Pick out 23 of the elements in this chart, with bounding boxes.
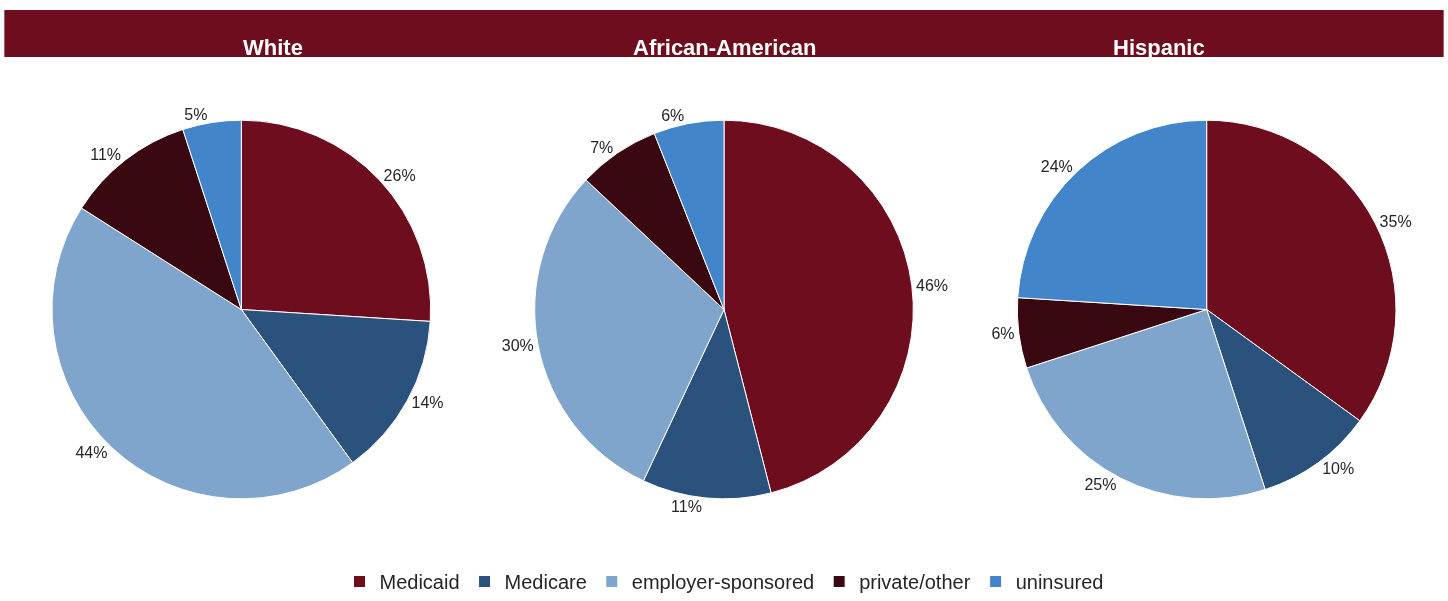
data-label: 5% (184, 105, 208, 123)
legend-label: Medicare (504, 571, 587, 594)
legend-label: employer-sponsored (631, 571, 815, 594)
data-label: 6% (661, 106, 685, 124)
chart-title: African-American (633, 35, 817, 60)
chart-title: White (243, 35, 303, 60)
data-label: 11% (90, 146, 122, 164)
data-label: 35% (1379, 213, 1412, 231)
data-label: 26% (383, 167, 416, 185)
data-label: 44% (75, 443, 108, 461)
data-label: 11% (671, 497, 702, 515)
chart-title: Hispanic (1113, 35, 1205, 60)
data-label: 10% (1322, 459, 1355, 477)
legend-label: Medicaid (379, 571, 460, 594)
data-label: 6% (991, 324, 1015, 342)
data-label: 25% (1084, 476, 1117, 494)
data-label: 24% (1040, 158, 1073, 176)
data-label: 7% (590, 138, 614, 156)
data-label: 30% (501, 336, 534, 354)
data-label: 46% (916, 277, 949, 295)
legend-label: uninsured (1015, 571, 1104, 594)
data-label: 14% (411, 394, 444, 412)
legend-label: private/other (859, 571, 971, 594)
